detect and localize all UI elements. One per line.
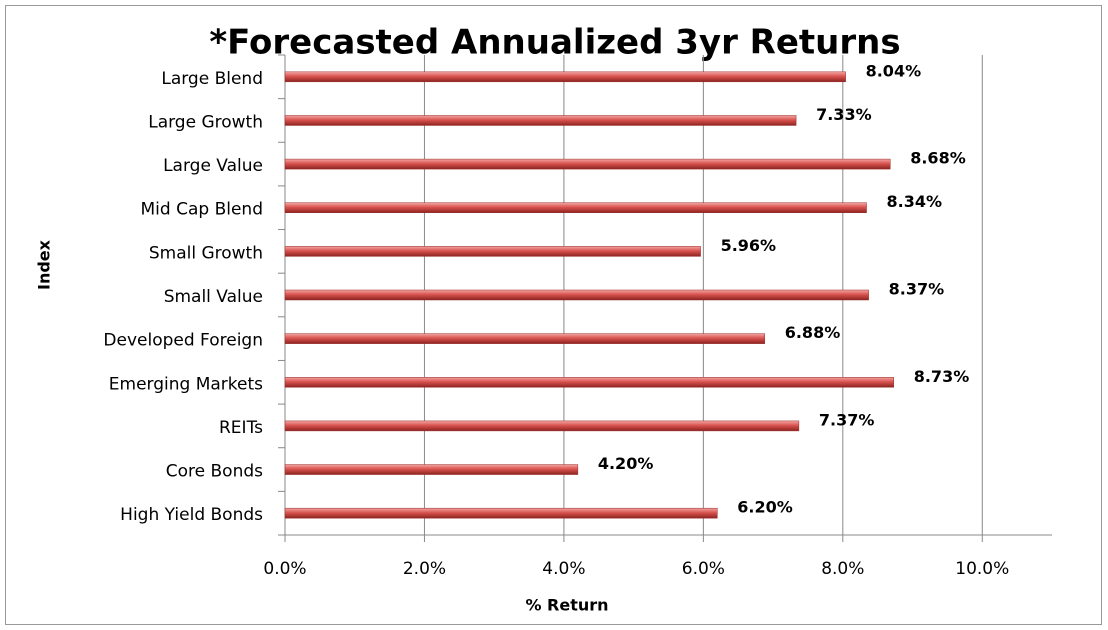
bar	[284, 377, 894, 388]
x-tick-label: 6.0%	[682, 559, 725, 579]
chart-title: *Forecasted Annualized 3yr Returns	[209, 23, 900, 63]
data-label: 8.34%	[887, 192, 943, 211]
bar	[284, 158, 891, 170]
y-tick-label: Emerging Markets	[109, 374, 263, 394]
chart-border	[5, 5, 1102, 625]
x-tick-label: 4.0%	[542, 559, 585, 579]
bar	[284, 71, 846, 83]
x-tick-label: 8.0%	[821, 559, 864, 579]
y-tick-label: Developed Foreign	[103, 331, 263, 351]
data-label: 4.20%	[598, 454, 654, 473]
data-label: 6.88%	[785, 323, 841, 342]
bar	[284, 333, 765, 344]
data-label: 6.20%	[737, 498, 793, 517]
x-tick-label: 2.0%	[403, 559, 446, 579]
bar	[284, 202, 867, 213]
x-axis-label: % Return	[525, 596, 608, 615]
data-label: 8.37%	[889, 280, 945, 299]
y-tick-label: Large Growth	[148, 112, 263, 132]
data-label: 7.33%	[816, 105, 872, 124]
bar	[284, 246, 701, 257]
bar	[284, 507, 718, 519]
data-label: 5.96%	[721, 236, 777, 255]
y-axis-label: Index	[35, 239, 54, 290]
y-tick-label: Mid Cap Blend	[141, 200, 263, 220]
x-tick-label: 0.0%	[263, 559, 306, 579]
data-label: 8.73%	[914, 367, 970, 386]
data-label: 8.04%	[866, 61, 922, 80]
data-label: 8.68%	[910, 149, 966, 168]
y-tick-label: Large Value	[163, 156, 263, 176]
bar	[284, 464, 579, 475]
bar	[284, 115, 797, 126]
y-tick-label: Small Growth	[149, 243, 263, 263]
bar	[284, 420, 800, 432]
data-label: 7.37%	[819, 410, 875, 429]
y-tick-label: High Yield Bonds	[120, 505, 263, 525]
y-tick-label: Small Value	[164, 287, 263, 307]
y-tick-label: REITs	[219, 418, 263, 438]
x-tick-label: 10.0%	[955, 559, 1009, 579]
y-tick-label: Large Blend	[161, 69, 263, 89]
bar	[284, 289, 869, 301]
y-tick-label: Core Bonds	[166, 462, 263, 482]
